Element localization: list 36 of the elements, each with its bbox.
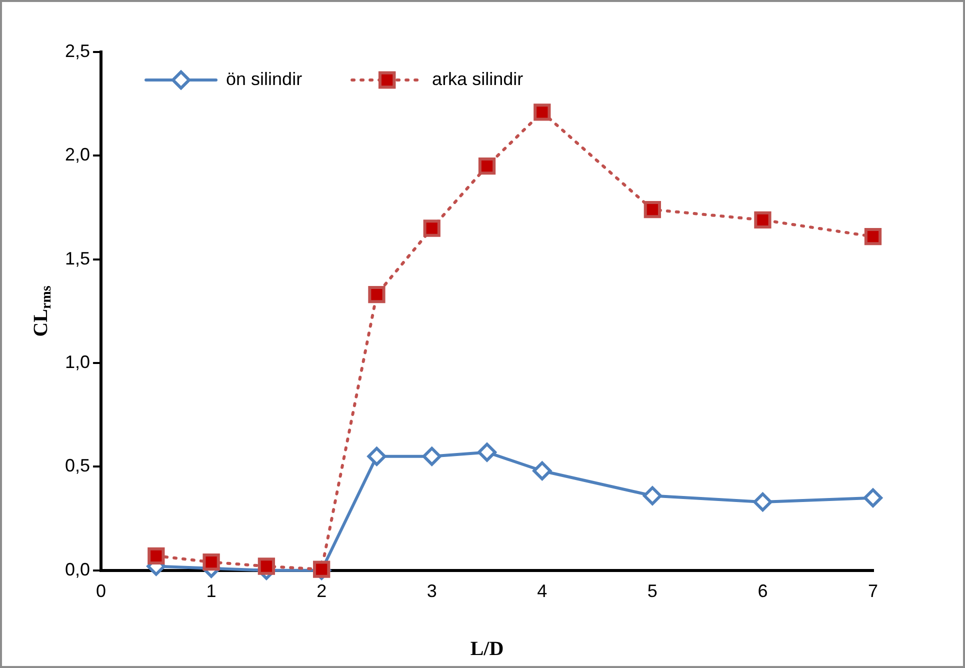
x-tick-label: 0	[96, 581, 106, 602]
point	[423, 220, 440, 237]
point	[313, 560, 330, 578]
x-tick-label: 5	[647, 581, 658, 602]
x-axis-title: L/D	[470, 638, 504, 660]
point	[202, 554, 220, 571]
legend-label: ön silindir	[226, 68, 302, 89]
point	[642, 486, 662, 506]
x-tick-label: 4	[537, 581, 548, 602]
point	[368, 286, 386, 304]
y-tick-label: 1,5	[64, 248, 90, 268]
point	[864, 488, 882, 508]
point	[148, 547, 165, 564]
point	[644, 201, 662, 218]
point	[422, 446, 442, 466]
x-tick-label: 6	[758, 581, 768, 602]
point	[478, 157, 496, 175]
point	[534, 104, 551, 121]
y-tick-label: 2,0	[64, 144, 90, 165]
y-tick-label: 0,5	[64, 456, 90, 476]
point	[367, 446, 386, 466]
y-tick-label: 0,0	[64, 559, 90, 580]
legend-label: arka silindir	[432, 68, 524, 89]
y-tick-label: 1,0	[64, 352, 90, 372]
point	[754, 211, 772, 229]
point	[753, 492, 772, 512]
point	[532, 461, 552, 480]
x-tick-label: 3	[426, 581, 437, 602]
x-tick-label: 1	[206, 581, 216, 602]
point	[864, 228, 882, 246]
y-tick-label: 2,5	[64, 40, 90, 61]
x-tick-label: 2	[316, 581, 327, 602]
x-tick-label: 7	[868, 581, 878, 602]
point	[478, 442, 497, 462]
y-axis-title: CLrms	[30, 285, 55, 337]
point	[258, 558, 276, 575]
